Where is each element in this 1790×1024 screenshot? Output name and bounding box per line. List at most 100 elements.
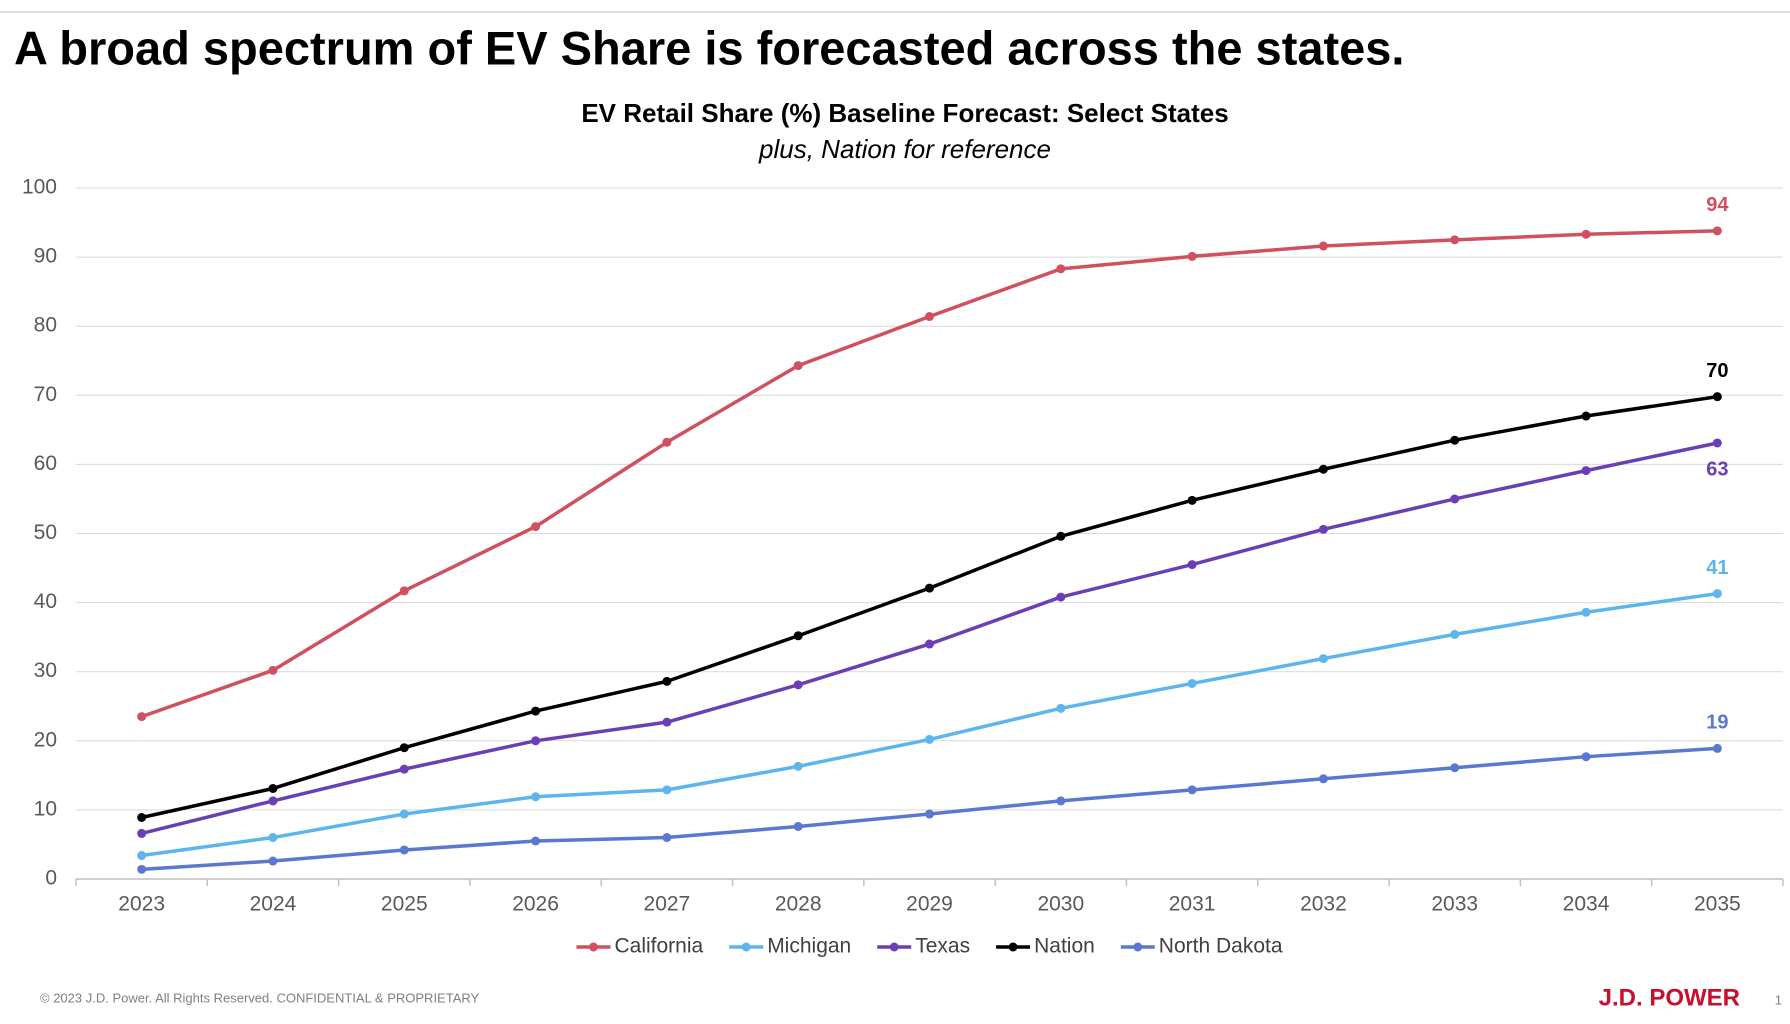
- series-point: [793, 631, 803, 641]
- series-point: [1187, 560, 1197, 570]
- series-point: [399, 764, 409, 774]
- value-label: 19: [1706, 712, 1728, 734]
- series-point: [662, 676, 672, 686]
- series-point: [531, 706, 541, 716]
- legend-label: North Dakota: [1159, 935, 1283, 958]
- y-tick-label: 90: [34, 245, 57, 268]
- series-point: [662, 785, 672, 795]
- series-point: [1187, 251, 1197, 261]
- value-label: 41: [1706, 557, 1728, 579]
- series-point: [1581, 411, 1591, 421]
- y-tick-label: 30: [34, 659, 57, 682]
- series-point: [137, 851, 147, 861]
- series-point: [268, 833, 278, 843]
- x-tick-label: 2024: [250, 893, 297, 916]
- legend-marker: [889, 942, 899, 952]
- series-point: [793, 361, 803, 371]
- x-tick-label: 2023: [118, 893, 165, 916]
- y-tick-label: 20: [34, 728, 57, 751]
- series-point: [1712, 743, 1722, 753]
- series-point: [1187, 785, 1197, 795]
- value-label: 70: [1706, 360, 1728, 382]
- series-point: [1187, 678, 1197, 688]
- series-point: [1712, 392, 1722, 402]
- series-point: [925, 809, 934, 819]
- x-tick-label: 2026: [512, 893, 559, 916]
- series-point: [1318, 774, 1328, 784]
- legend-marker: [588, 942, 598, 952]
- series-line: [141, 441, 1718, 836]
- series-point: [531, 522, 541, 532]
- x-tick-label: 2031: [1169, 893, 1216, 916]
- series-point: [268, 783, 278, 793]
- series-point: [137, 828, 147, 838]
- series-point: [268, 796, 278, 806]
- series-point: [1318, 524, 1328, 534]
- series-point: [399, 845, 409, 855]
- y-tick-label: 40: [34, 590, 57, 613]
- legend-label: California: [614, 935, 703, 958]
- series-point: [925, 583, 934, 593]
- x-tick-label: 2035: [1694, 893, 1741, 916]
- legend-marker: [1008, 942, 1018, 952]
- copyright: © 2023 J.D. Power. All Rights Reserved. …: [40, 990, 480, 1005]
- series-point: [137, 813, 147, 823]
- y-tick-label: 60: [34, 452, 57, 475]
- legend-marker: [741, 942, 751, 952]
- series-point: [1712, 589, 1722, 599]
- legend-label: Michigan: [767, 935, 851, 958]
- series-point: [662, 833, 672, 843]
- x-tick-label: 2028: [775, 893, 822, 916]
- series-point: [399, 809, 409, 819]
- series-point: [1450, 629, 1460, 639]
- x-tick-label: 2027: [644, 893, 691, 916]
- legend: California Michigan Texas Nation North Dakot…: [576, 935, 1283, 958]
- series-point: [137, 864, 147, 874]
- series-point: [662, 437, 672, 447]
- series-point: [1450, 763, 1460, 773]
- series-point: [1318, 241, 1328, 251]
- series-point: [662, 717, 672, 727]
- series-point: [1581, 752, 1591, 762]
- series-point: [925, 312, 934, 322]
- page-number: 1: [1775, 992, 1782, 1007]
- series-line: [141, 746, 1718, 872]
- series-point: [399, 586, 409, 596]
- series-point: [1450, 435, 1460, 445]
- series-point: [925, 734, 934, 744]
- series-point: [531, 736, 541, 746]
- series-point: [1056, 796, 1066, 806]
- series-point: [531, 836, 541, 846]
- series-point: [1056, 531, 1066, 541]
- series-point: [793, 680, 803, 690]
- series-point: [1581, 607, 1591, 617]
- series-point: [1318, 654, 1328, 664]
- value-label: 94: [1706, 194, 1729, 216]
- series-point: [1450, 235, 1460, 245]
- x-tick-label: 2029: [906, 893, 953, 916]
- series-point: [1056, 592, 1066, 602]
- series-point: [1712, 226, 1722, 236]
- y-tick-label: 50: [34, 521, 57, 544]
- legend-marker: [1133, 942, 1143, 952]
- series-point: [137, 712, 147, 722]
- value-label: 63: [1706, 458, 1728, 480]
- slide-title: A broad spectrum of EV Share is forecast…: [14, 21, 1404, 74]
- x-tick-label: 2032: [1300, 893, 1347, 916]
- series-point: [1187, 495, 1197, 505]
- series-point: [1712, 438, 1722, 448]
- legend-label: Nation: [1034, 935, 1095, 958]
- series-point: [1056, 264, 1066, 274]
- series-point: [793, 821, 803, 831]
- y-tick-label: 0: [45, 867, 57, 890]
- y-tick-label: 10: [34, 797, 57, 820]
- series-point: [793, 761, 803, 771]
- x-tick-label: 2030: [1037, 893, 1084, 916]
- series-point: [268, 665, 278, 675]
- chart-note: plus, Nation for reference: [758, 134, 1051, 164]
- series-point: [1056, 703, 1066, 713]
- chart-subtitle: EV Retail Share (%) Baseline Forecast: S…: [581, 98, 1228, 128]
- series-point: [925, 639, 934, 649]
